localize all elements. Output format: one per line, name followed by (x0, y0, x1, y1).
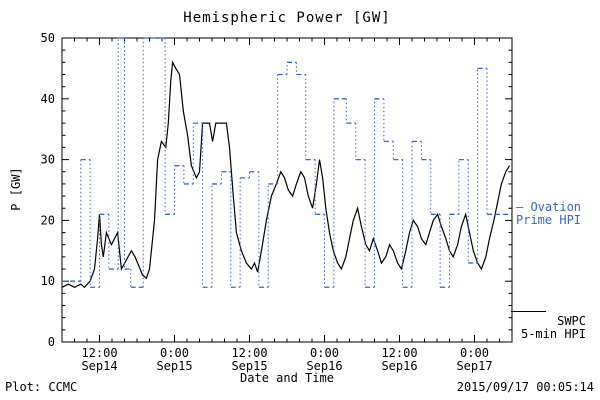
plot-source-label: Plot: CCMC (5, 380, 78, 394)
plot-frame (61, 37, 513, 343)
legend-ovation-line2: Prime HPI (516, 213, 582, 227)
chart-title: Hemispheric Power [GW] (183, 10, 391, 26)
x-tick-date-label: Sep15 (231, 359, 267, 373)
y-tick-label: 10 (41, 274, 55, 288)
x-tick-time-label: 12:00 (381, 346, 417, 360)
y-tick-label: 20 (41, 213, 55, 227)
swpc-line (61, 60, 511, 289)
plot-timestamp: 2015/09/17 00:05:14 (456, 380, 594, 394)
x-tick-date-label: Sep17 (456, 359, 492, 373)
y-tick-label: 30 (41, 153, 55, 167)
y-tick-label: 50 (41, 31, 55, 45)
legend-swpc: SWPC 5-min HPI (510, 315, 586, 341)
x-tick-time-label: 0:00 (460, 346, 489, 360)
y-tick-label: 40 (41, 92, 55, 106)
y-axis-label: P [GW] (9, 167, 23, 211)
legend-ovation: – Ovation Prime HPI (516, 201, 581, 227)
x-tick-time-label: 12:00 (81, 346, 117, 360)
legend-swpc-line1: SWPC (557, 314, 586, 328)
x-tick-date-label: Sep14 (81, 359, 117, 373)
y-tick-label: 0 (48, 335, 55, 349)
x-tick-date-label: Sep16 (306, 359, 342, 373)
x-tick-time-label: 0:00 (310, 346, 339, 360)
x-tick-date-label: Sep15 (156, 359, 192, 373)
x-tick-time-label: 0:00 (160, 346, 189, 360)
x-tick-date-label: Sep16 (381, 359, 417, 373)
x-axis-label: Date and Time (240, 371, 334, 385)
x-tick-time-label: 12:00 (231, 346, 267, 360)
legend-swpc-rule (511, 311, 546, 312)
legend-ovation-line1: – Ovation (516, 200, 582, 214)
legend-swpc-line2: 5-min HPI (520, 327, 586, 341)
